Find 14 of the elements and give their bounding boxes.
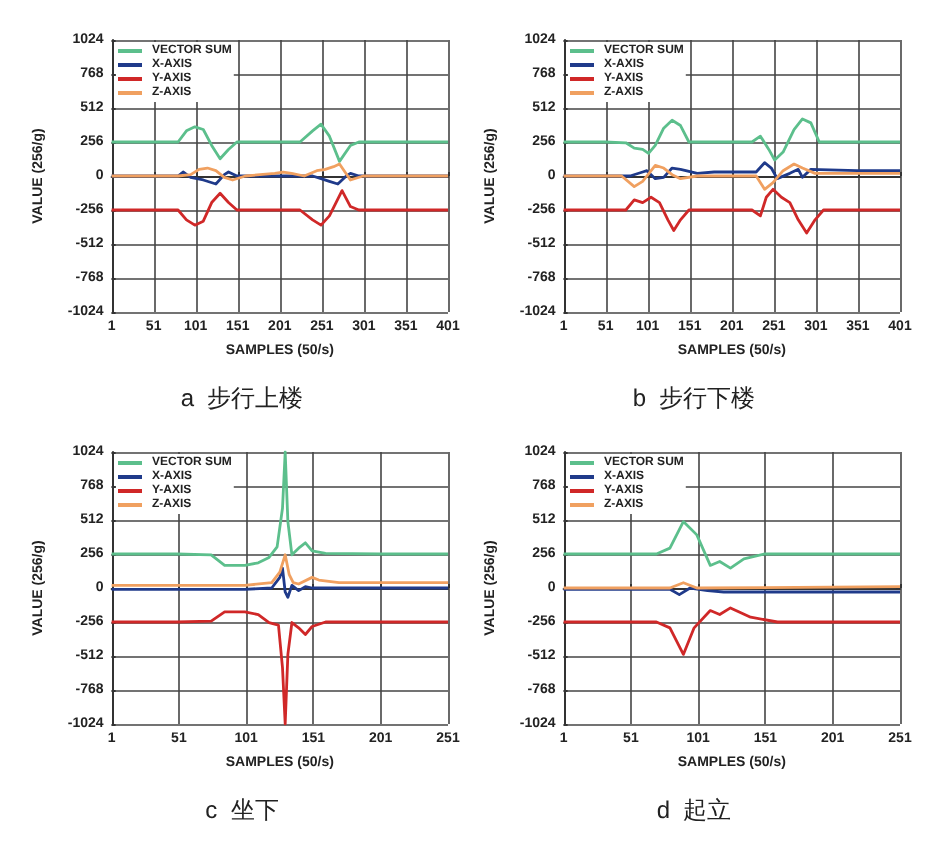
line-series — [562, 187, 902, 235]
line-series — [110, 553, 450, 587]
text: b 步行下楼 — [632, 384, 756, 412]
line-series — [562, 606, 902, 656]
line-series — [562, 520, 902, 570]
text: d 起立 — [656, 796, 732, 824]
line-series — [562, 117, 902, 162]
line-series — [110, 162, 450, 182]
text: c 坐下 — [205, 796, 279, 824]
line-series — [562, 162, 902, 191]
line-series — [110, 566, 450, 599]
text: a 步行上楼 — [180, 384, 304, 412]
line-series — [110, 122, 450, 163]
line-series — [110, 189, 450, 227]
